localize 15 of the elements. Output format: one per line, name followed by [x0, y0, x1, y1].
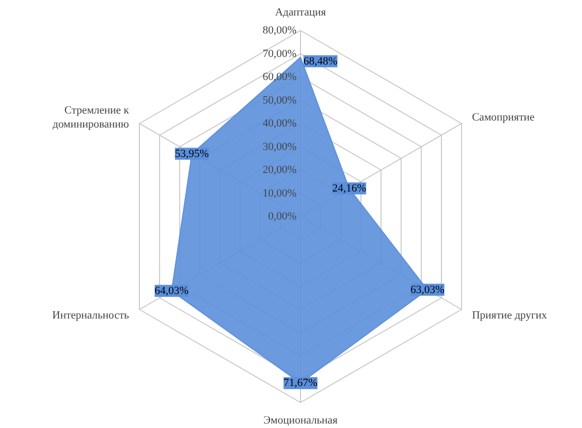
spoke-label: Самоприятие: [472, 112, 535, 124]
data-label: 68,48%: [304, 55, 338, 68]
y-tick-label: 30,00%: [262, 140, 297, 153]
spoke-label: Стремление к доминированию: [52, 104, 130, 131]
y-tick-label: 20,00%: [262, 164, 297, 176]
y-tick-label: 40,00%: [262, 118, 297, 130]
spoke-label: Адаптация: [275, 6, 326, 18]
spoke-label: Интернальность: [52, 310, 130, 322]
y-tick-label: 70,00%: [262, 48, 297, 60]
spoke-label: Приятие других: [472, 310, 548, 322]
y-tick-label: 80,00%: [262, 24, 297, 36]
y-tick-label: 10,00%: [262, 187, 297, 200]
spoke-label: Эмоциональная: [263, 414, 338, 426]
y-tick-label: 0,00%: [268, 210, 297, 222]
y-tick-label: 50,00%: [262, 94, 297, 106]
